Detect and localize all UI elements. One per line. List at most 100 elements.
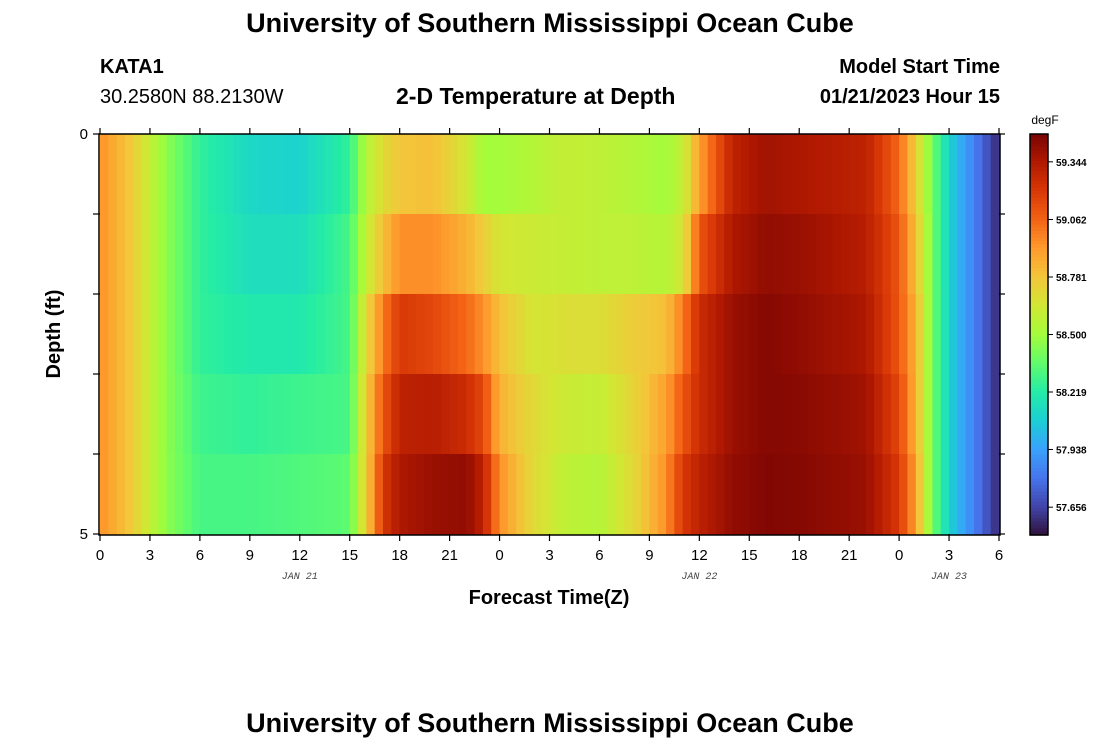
heatmap-cell	[607, 134, 617, 215]
colorbar: 57.656 57.938 58.219 58.500 58.781 59.062 59.3…	[1029, 113, 1087, 536]
heatmap-cell	[724, 134, 734, 215]
heatmap-cell	[407, 374, 417, 455]
heatmap-cell	[924, 454, 933, 535]
heatmap-cell	[216, 294, 226, 375]
heatmap-cell	[391, 374, 401, 455]
colorbar-segment	[1030, 448, 1048, 453]
heatmap-cell	[324, 294, 334, 375]
heatmap-cell	[666, 294, 675, 375]
colorbar-segment	[1030, 354, 1048, 359]
heatmap-cell	[549, 454, 559, 535]
heatmap-cell	[740, 134, 750, 215]
heatmap-cell	[607, 454, 617, 535]
heatmap-cell	[391, 214, 401, 295]
heatmap-cell	[324, 454, 334, 535]
heatmap-cell	[849, 294, 859, 375]
heatmap-cell	[283, 134, 293, 215]
x-tick-label: 6	[196, 547, 204, 564]
heatmap-cell	[133, 454, 143, 535]
heatmap-cell	[624, 214, 634, 295]
heatmap-cell	[649, 134, 659, 215]
colorbar-segment	[1030, 451, 1048, 456]
heatmap-cell	[824, 454, 834, 535]
heatmap-cell	[957, 294, 967, 375]
heatmap-cell	[407, 134, 417, 215]
heatmap-cell	[100, 214, 109, 295]
heatmap-cell	[882, 454, 892, 535]
heatmap-cell	[574, 214, 584, 295]
heatmap-cell	[924, 214, 933, 295]
x-tick-label: 3	[945, 547, 953, 564]
heatmap-cell	[932, 374, 942, 455]
heatmap-cell	[757, 134, 767, 215]
heatmap-cell	[424, 294, 434, 375]
heatmap-cell	[416, 454, 426, 535]
footer-title: University of Southern Mississippi Ocean…	[246, 708, 854, 738]
colorbar-segment	[1030, 271, 1048, 275]
heatmap-cell	[283, 214, 293, 295]
colorbar-segment	[1030, 484, 1048, 489]
heatmap-cell	[233, 454, 243, 535]
heatmap-cell	[341, 134, 351, 215]
x-tick-label: 0	[895, 547, 903, 564]
heatmap-cell	[832, 454, 842, 535]
heatmap-cell	[874, 214, 884, 295]
heatmap-cell	[274, 134, 284, 215]
colorbar-segment	[1030, 408, 1048, 412]
heatmap-cell	[308, 134, 318, 215]
heatmap-cell	[857, 454, 867, 535]
heatmap-cell	[774, 374, 784, 455]
heatmap-cell	[491, 294, 501, 375]
heatmap-cell	[632, 294, 642, 375]
heatmap-cell	[940, 294, 950, 375]
heatmap-cell	[666, 134, 675, 215]
heatmap-cell	[224, 214, 234, 295]
heatmap-cell	[108, 134, 118, 215]
heatmap-cell	[183, 134, 193, 215]
heatmap-cell	[366, 454, 376, 535]
heatmap-cell	[432, 454, 442, 535]
x-tick-label: 3	[146, 547, 154, 564]
heatmap-cell	[757, 454, 767, 535]
heatmap-cell	[591, 294, 601, 375]
heatmap-cell	[241, 454, 251, 535]
heatmap-cell	[616, 294, 626, 375]
heatmap-cell	[291, 294, 301, 375]
heatmap-cell	[449, 214, 459, 295]
heatmap-cell	[208, 294, 218, 375]
heatmap-cell	[549, 214, 559, 295]
heatmap-cell	[266, 374, 276, 455]
heatmap-cell	[682, 454, 692, 535]
heatmap-cell	[316, 374, 326, 455]
heatmap-cell	[799, 294, 809, 375]
colorbar-segment	[1030, 197, 1048, 202]
heatmap-cell	[316, 294, 326, 375]
heatmap-cell	[100, 294, 109, 375]
heatmap-cell	[749, 374, 759, 455]
x-date-label: JAN 22	[681, 572, 717, 583]
heatmap-cell	[899, 374, 909, 455]
heatmap-cell	[591, 454, 601, 535]
colorbar-segment	[1030, 247, 1048, 252]
heatmap-cell	[249, 294, 259, 375]
heatmap-cell	[324, 374, 334, 455]
heatmap-cell	[299, 214, 309, 295]
heatmap-cell	[965, 214, 975, 295]
heatmap-cell	[366, 374, 376, 455]
heatmap-cell	[507, 214, 517, 295]
heatmap-cell	[774, 134, 784, 215]
heatmap-cell	[674, 214, 684, 295]
heatmap-cell	[907, 134, 917, 215]
heatmap-cell	[224, 374, 234, 455]
heatmap-cell	[815, 134, 825, 215]
heatmap-cell	[857, 374, 867, 455]
heatmap-cell	[790, 134, 800, 215]
heatmap-cell	[457, 374, 467, 455]
heatmap-cell	[541, 294, 551, 375]
colorbar-segment	[1030, 341, 1048, 346]
heatmap-cell	[574, 294, 584, 375]
colorbar-segment	[1030, 438, 1048, 443]
heatmap-cell	[241, 214, 251, 295]
heatmap-cell	[516, 294, 526, 375]
heatmap-cell	[466, 454, 476, 535]
